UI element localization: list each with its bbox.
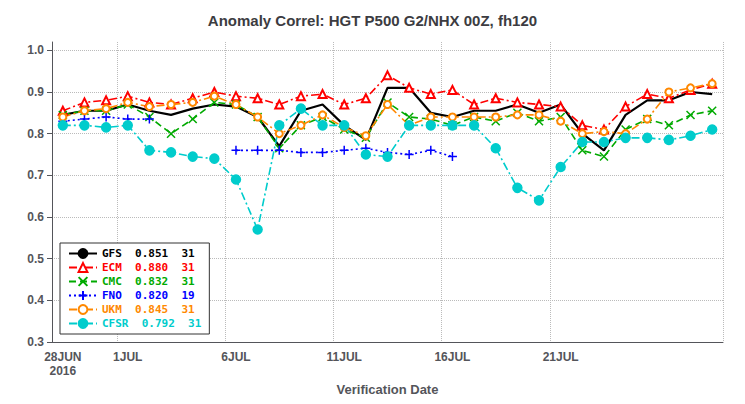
svg-text:0.7: 0.7 [27,168,44,182]
svg-text:0.6: 0.6 [27,210,44,224]
svg-text:Verification Date: Verification Date [337,382,439,397]
svg-text:0.3: 0.3 [27,335,44,349]
svg-text:1.0: 1.0 [27,43,44,57]
svg-text:CFSR 0.792 31: CFSR 0.792 31 [102,317,202,330]
svg-text:ECM 0.880 31: ECM 0.880 31 [102,261,195,274]
svg-text:2016: 2016 [49,364,76,378]
svg-text:FNO 0.820 19: FNO 0.820 19 [102,289,195,302]
svg-text:CMC 0.832 31: CMC 0.832 31 [102,275,195,288]
svg-text:11JUL: 11JUL [327,350,362,364]
svg-text:1JUL: 1JUL [113,350,142,364]
svg-text:0.4: 0.4 [27,293,44,307]
svg-text:6JUL: 6JUL [221,350,250,364]
svg-text:UKM 0.845 31: UKM 0.845 31 [102,303,195,316]
svg-text:0.8: 0.8 [27,127,44,141]
svg-text:0.9: 0.9 [27,85,44,99]
svg-text:Anomaly Correl: HGT P500 G2/NH: Anomaly Correl: HGT P500 G2/NHX 00Z, fh1… [208,12,537,29]
svg-text:28JUN: 28JUN [44,350,81,364]
svg-text:0.5: 0.5 [27,252,44,266]
svg-text:16JUL: 16JUL [434,350,470,364]
svg-text:GFS 0.851 31: GFS 0.851 31 [102,247,195,260]
svg-text:21JUL: 21JUL [543,350,579,364]
